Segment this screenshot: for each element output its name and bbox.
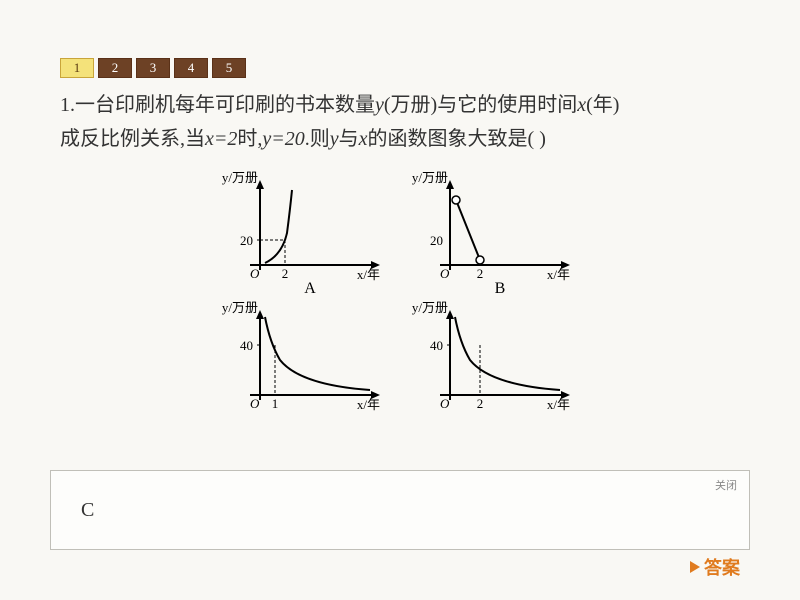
q-y: y xyxy=(375,94,384,116)
answer-box: 关闭 C xyxy=(50,470,750,550)
q-number: 1. xyxy=(60,94,75,116)
A-xlabel: x/年 xyxy=(357,267,380,282)
A-xtick: 2 xyxy=(282,266,289,281)
page-root: 1 2 3 4 5 1.一台印刷机每年可印刷的书本数量y(万册)与它的使用时间x… xyxy=(0,0,800,600)
A-ylabel: y/万册 xyxy=(222,170,258,185)
answer-button[interactable]: 答案 xyxy=(690,554,740,580)
D-xtick: 2 xyxy=(477,396,484,411)
q-l2d: 的函数图象大致是( xyxy=(368,128,535,150)
B-xlabel: x/年 xyxy=(547,267,570,282)
answer-button-label: 答案 xyxy=(704,554,740,580)
B-xtick: 2 xyxy=(477,266,484,281)
tab-5[interactable]: 5 xyxy=(212,58,246,78)
q-l2a: 成反比例关系,当 xyxy=(60,128,205,150)
q-l1b: 与它的使用时间 xyxy=(437,94,577,116)
D-origin: O xyxy=(440,396,450,411)
q-condx: x=2 xyxy=(205,128,237,150)
C-xlabel: x/年 xyxy=(357,397,380,412)
B-origin: O xyxy=(440,266,450,281)
tab-4[interactable]: 4 xyxy=(174,58,208,78)
q-l1a: 一台印刷机每年可印刷的书本数量 xyxy=(75,94,375,116)
C-ytick: 40 xyxy=(240,338,253,353)
diagram-svg: y/万册 x/年 O 20 2 A y/万册 x/年 xyxy=(200,170,600,430)
close-label[interactable]: 关闭 xyxy=(715,477,737,493)
C-ylabel: y/万册 xyxy=(222,300,258,315)
D-ylabel: y/万册 xyxy=(412,300,448,315)
question-text: 1.一台印刷机每年可印刷的书本数量y(万册)与它的使用时间x(年) 成反比例关系… xyxy=(60,88,740,156)
diagram-area: y/万册 x/年 O 20 2 A y/万册 x/年 xyxy=(0,170,800,435)
A-origin: O xyxy=(250,266,260,281)
answer-text: C xyxy=(81,499,94,522)
A-label: A xyxy=(304,280,316,297)
arrow-right-icon xyxy=(690,561,700,573)
tab-strip: 1 2 3 4 5 xyxy=(60,58,246,78)
tab-1[interactable]: 1 xyxy=(60,58,94,78)
A-ytick: 20 xyxy=(240,233,253,248)
C-xtick: 1 xyxy=(272,396,279,411)
B-ytick: 20 xyxy=(430,233,443,248)
q-y2: y xyxy=(330,128,339,150)
q-condy: y=20 xyxy=(262,128,304,150)
B-label: B xyxy=(495,280,506,297)
q-x: x xyxy=(577,94,586,116)
q-l2c: 与 xyxy=(339,128,359,150)
D-ytick: 40 xyxy=(430,338,443,353)
q-unity: (万册) xyxy=(384,94,437,116)
q-l2b: .则 xyxy=(305,128,330,150)
q-x2: x xyxy=(359,128,368,150)
tab-3[interactable]: 3 xyxy=(136,58,170,78)
q-mid: 时, xyxy=(237,128,262,150)
B-ylabel: y/万册 xyxy=(412,170,448,185)
q-unitx: (年) xyxy=(586,94,619,116)
q-close: ) xyxy=(539,128,546,150)
C-origin: O xyxy=(250,396,260,411)
D-xlabel: x/年 xyxy=(547,397,570,412)
tab-2[interactable]: 2 xyxy=(98,58,132,78)
